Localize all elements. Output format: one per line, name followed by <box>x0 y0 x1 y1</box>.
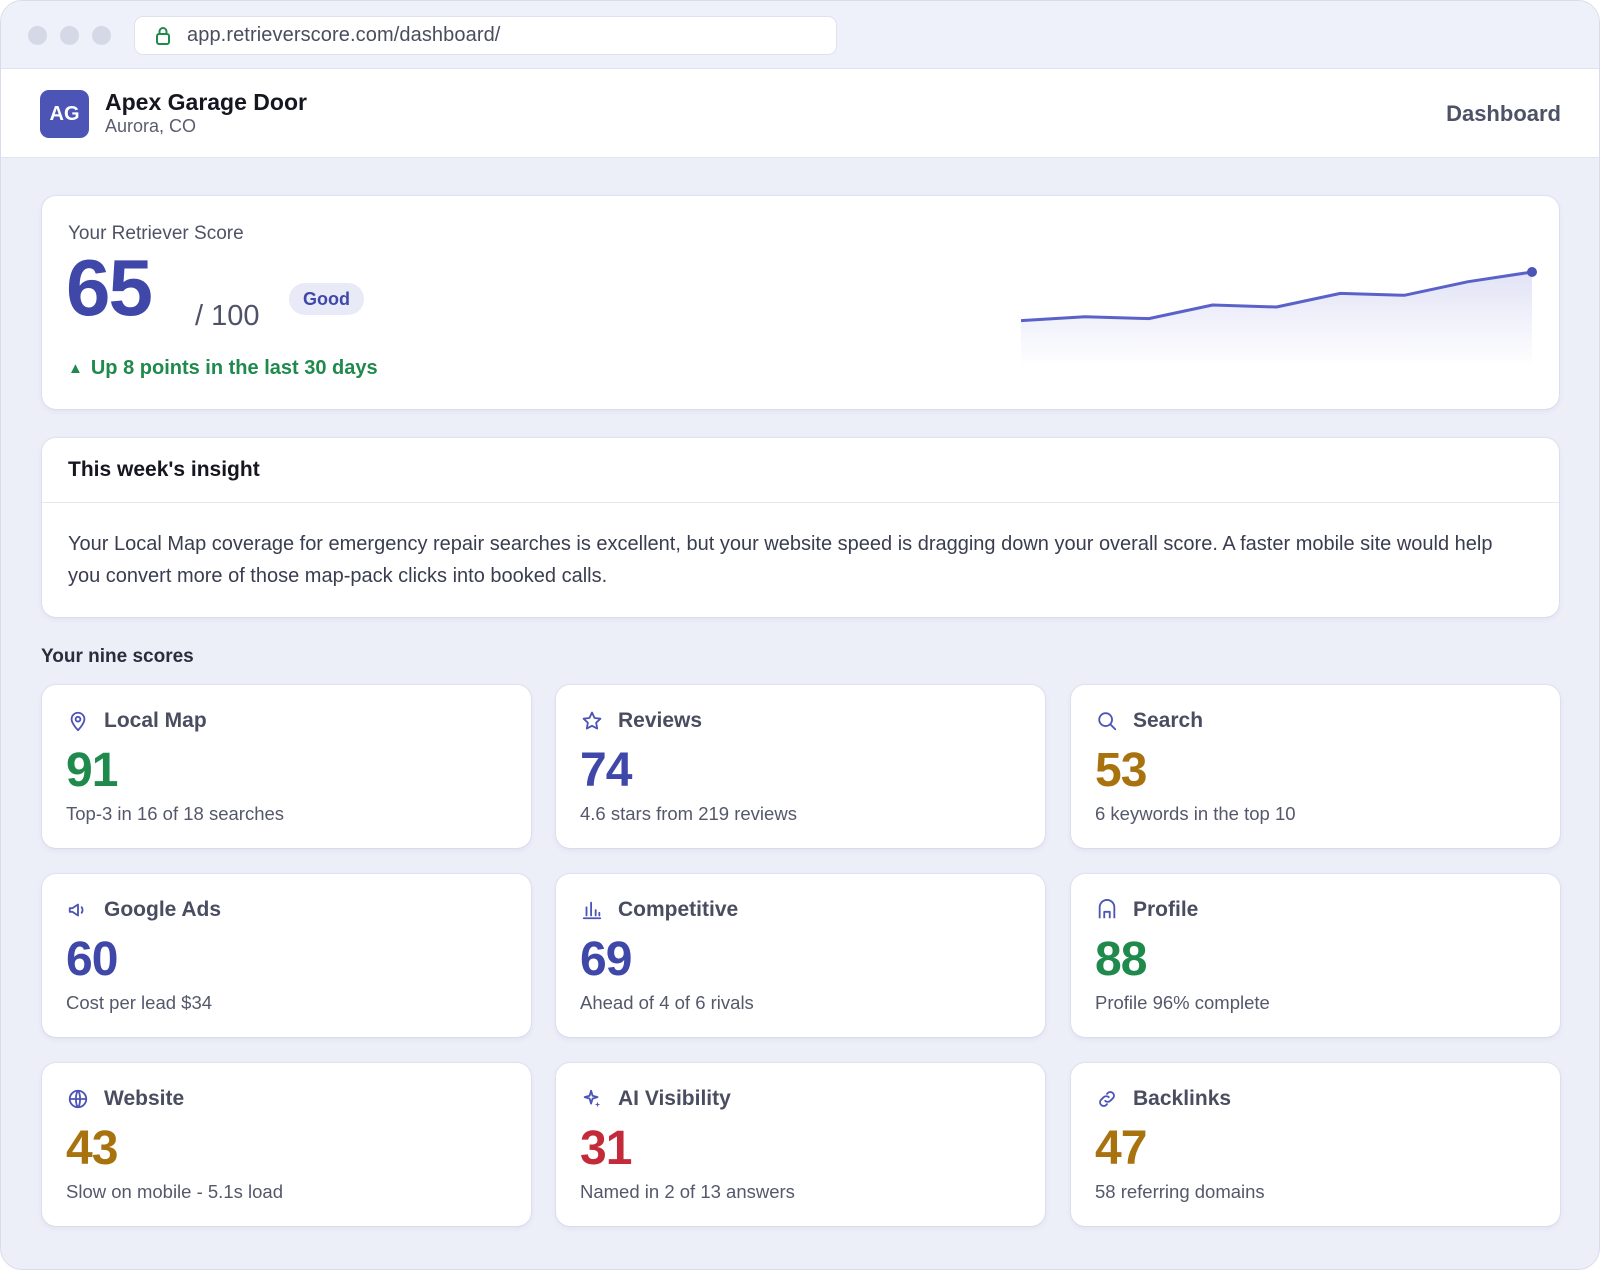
sparkline-end-point <box>1527 267 1537 277</box>
address-bar[interactable]: app.retrieverscore.com/dashboard/ <box>134 16 837 55</box>
score-card-detail: 4.6 stars from 219 reviews <box>580 803 797 824</box>
window-minimize-dot[interactable] <box>60 26 79 45</box>
score-card-ai-visibility[interactable]: AI Visibility 31 Named in 2 of 13 answers <box>556 1063 1045 1226</box>
score-card-header: Backlinks <box>1095 1087 1231 1111</box>
score-card-google-ads[interactable]: Google Ads 60 Cost per lead $34 <box>42 874 531 1037</box>
score-card-detail: Slow on mobile - 5.1s load <box>66 1181 283 1202</box>
score-card-header: Website <box>66 1087 184 1111</box>
score-card-label: Search <box>1133 709 1204 732</box>
score-status-badge: Good <box>289 283 364 315</box>
score-card-reviews[interactable]: Reviews 74 4.6 stars from 219 reviews <box>556 685 1045 848</box>
score-card-header: Reviews <box>580 709 702 733</box>
score-trend: ▲ Up 8 points in the last 30 days <box>68 357 378 380</box>
score-card-value: 47 <box>1095 1122 1147 1175</box>
triangle-up-icon: ▲ <box>68 360 83 377</box>
storefront-icon <box>1095 898 1119 922</box>
score-card-value: 60 <box>66 933 118 986</box>
score-card-detail: Named in 2 of 13 answers <box>580 1181 795 1202</box>
insight-card: This week's insight Your Local Map cover… <box>42 438 1559 617</box>
score-card-label: Website <box>104 1087 185 1110</box>
sparkline-line <box>1021 270 1534 323</box>
score-card-local-map[interactable]: Local Map 91 Top-3 in 16 of 18 searches <box>42 685 531 848</box>
business-avatar: AG <box>40 90 89 138</box>
nav-dashboard-link[interactable]: Dashboard <box>1446 101 1561 126</box>
insight-divider <box>42 502 1559 503</box>
map-pin-icon <box>66 709 90 733</box>
score-card-value: 31 <box>580 1122 632 1175</box>
score-card-detail: Cost per lead $34 <box>66 992 213 1013</box>
score-card-detail: Top-3 in 16 of 18 searches <box>66 803 285 824</box>
link-icon <box>1095 1087 1119 1111</box>
score-card-label: Competitive <box>618 898 739 921</box>
megaphone-icon <box>66 898 90 922</box>
sparkle-icon <box>580 1087 604 1111</box>
business-location: Aurora, CO <box>105 116 197 136</box>
sparkline-area <box>1021 272 1532 366</box>
score-card-header: Local Map <box>66 709 207 733</box>
score-card-label: Local Map <box>104 709 207 732</box>
score-card-value: 53 <box>1095 744 1147 797</box>
score-card-label: AI Visibility <box>618 1087 731 1110</box>
scores-section-title: Your nine scores <box>41 646 194 667</box>
insight-title: This week's insight <box>68 458 260 481</box>
score-card-label: Backlinks <box>1133 1087 1232 1110</box>
score-label: Your Retriever Score <box>68 223 244 244</box>
score-value: 65 <box>66 243 153 332</box>
score-card-detail: 58 referring domains <box>1095 1181 1265 1202</box>
score-sparkline <box>1021 267 1537 366</box>
insight-body: Your Local Map coverage for emergency re… <box>68 533 1493 587</box>
business-name: Apex Garage Door <box>105 89 307 115</box>
score-card-value: 88 <box>1095 933 1147 986</box>
score-card-profile[interactable]: Profile 88 Profile 96% complete <box>1071 874 1560 1037</box>
score-card-backlinks[interactable]: Backlinks 47 58 referring domains <box>1071 1063 1560 1226</box>
search-icon <box>1095 709 1119 733</box>
score-card-detail: 6 keywords in the top 10 <box>1095 803 1296 824</box>
score-card-header: Profile <box>1095 898 1198 922</box>
score-card-value: 43 <box>66 1122 118 1175</box>
score-card-header: Search <box>1095 709 1203 733</box>
score-card-label: Reviews <box>618 709 703 732</box>
score-card-header: AI Visibility <box>580 1087 731 1111</box>
window-close-dot[interactable] <box>28 26 47 45</box>
score-card-detail: Profile 96% complete <box>1095 992 1270 1013</box>
score-trend-text: Up 8 points in the last 30 days <box>90 357 378 379</box>
star-icon <box>580 709 604 733</box>
url-text: app.retrieverscore.com/dashboard/ <box>187 24 501 46</box>
score-card-header: Google Ads <box>66 898 221 922</box>
score-card-label: Google Ads <box>104 898 222 921</box>
score-card-value: 91 <box>66 744 118 797</box>
score-card-header: Competitive <box>580 898 738 922</box>
browser-chrome: app.retrieverscore.com/dashboard/ <box>1 1 1599 69</box>
globe-icon <box>66 1087 90 1111</box>
window-maximize-dot[interactable] <box>92 26 111 45</box>
bar-chart-icon <box>580 898 604 922</box>
score-card-label: Profile <box>1133 898 1199 921</box>
score-max: / 100 <box>195 300 260 332</box>
score-card-value: 69 <box>580 933 632 986</box>
lock-icon <box>155 26 173 46</box>
score-card-search[interactable]: Search 53 6 keywords in the top 10 <box>1071 685 1560 848</box>
retriever-score-card: Your Retriever Score 65 / 100 Good ▲ Up … <box>42 196 1559 409</box>
score-card-competitive[interactable]: Competitive 69 Ahead of 4 of 6 rivals <box>556 874 1045 1037</box>
app-header: AG Apex Garage Door Aurora, CO Dashboard <box>1 69 1599 158</box>
score-card-website[interactable]: Website 43 Slow on mobile - 5.1s load <box>42 1063 531 1226</box>
score-card-value: 74 <box>580 744 632 797</box>
score-card-detail: Ahead of 4 of 6 rivals <box>580 992 754 1013</box>
